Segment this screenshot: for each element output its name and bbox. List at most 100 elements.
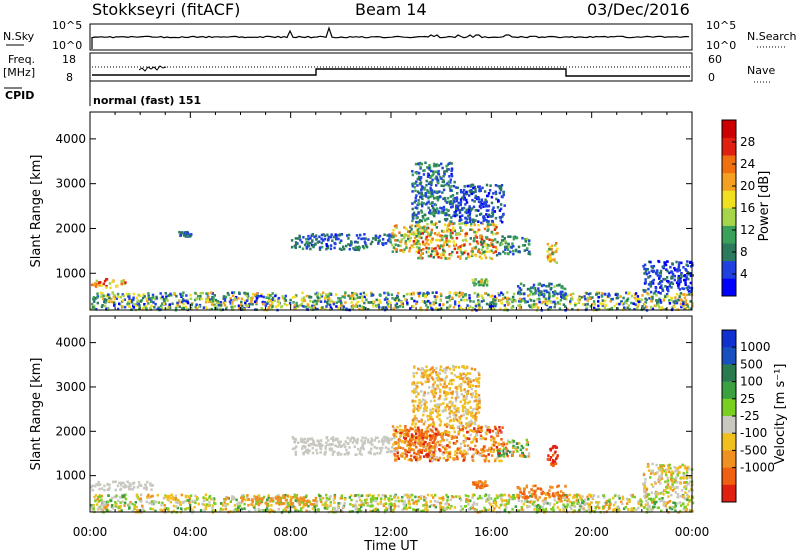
scatter-cell [647,506,650,509]
scatter-cell [433,214,436,218]
scatter-cell [389,301,392,305]
scatter-cell [683,296,687,299]
scatter-cell [125,292,129,296]
scatter-cell [435,250,438,253]
scatter-cell [341,444,344,448]
scatter-cell [174,496,177,500]
scatter-cell [685,269,688,272]
scatter-cell [688,293,691,296]
scatter-cell [335,237,338,241]
scatter-cell [364,436,367,440]
scatter-cell [449,220,452,223]
scatter-cell [418,246,421,250]
scatter-cell [442,211,446,215]
scatter-cell [583,509,586,512]
scatter-cell [350,494,353,497]
scatter-cell [601,299,604,302]
scatter-cell [315,238,318,241]
scatter-cell [442,243,446,247]
scatter-cell [686,288,690,291]
scatter-cell [546,256,550,259]
scatter-cell [94,285,98,288]
scatter-cell [97,480,100,484]
scatter-cell [452,199,456,203]
scatter-cell [219,301,223,304]
scatter-cell [590,501,593,504]
scatter-cell [489,295,492,298]
scatter-cell [425,503,428,507]
scatter-cell [426,291,429,295]
scatter-cell [411,170,414,173]
scatter-cell [452,427,455,430]
scatter-cell [555,249,558,253]
scatter-cell [417,409,420,412]
scatter-cell [307,234,310,238]
scatter-cell [447,180,450,184]
scatter-cell [327,292,330,296]
scatter-cell [666,260,669,263]
scatter-cell [453,506,457,509]
scatter-cell [562,496,565,499]
scatter-cell [455,198,459,201]
scatter-cell [476,450,480,454]
scatter-cell [338,444,342,448]
scatter-cell [662,265,665,268]
scatter-cell [575,495,578,498]
scatter-cell [668,271,671,275]
scatter-cell [415,436,418,440]
scatter-cell [683,278,686,282]
scatter-cell [154,509,157,513]
scatter-cell [643,307,646,310]
scatter-cell [250,300,253,304]
scatter-cell [394,441,398,444]
scatter-cell [478,185,481,188]
scatter-cell [526,247,529,250]
scatter-cell [402,250,405,254]
scatter-cell [486,426,489,429]
scatter-cell [494,302,498,306]
scatter-cell [548,282,551,286]
scatter-cell [473,422,477,426]
scatter-cell [412,443,415,447]
scatter-cell [470,505,473,509]
scatter-cell [483,458,486,462]
scatter-cell [398,438,402,442]
scatter-cell [321,503,324,507]
scatter-cell [438,190,441,193]
scatter-cell [676,502,679,505]
scatter-cell [362,237,365,240]
scatter-cell [512,237,516,241]
scatter-cell [156,493,159,497]
scatter-cell [489,215,493,218]
scatter-cell [475,440,478,443]
scatter-cell [457,448,460,451]
scatter-cell [630,508,633,512]
scatter-cell [401,305,405,308]
scatter-cell [447,184,450,187]
scatter-cell [240,501,243,504]
scatter-cell [139,497,142,500]
scatter-cell [634,292,638,295]
scatter-cell [518,300,521,303]
scatter-cell [477,197,481,201]
scatter-cell [303,243,307,247]
scatter-cell [168,303,171,306]
scatter-cell [282,509,285,512]
scatter-cell [247,503,250,507]
scatter-cell [589,292,592,295]
scatter-cell [495,226,498,229]
scatter-cell [642,264,645,268]
scatter-cell [223,498,226,501]
scatter-cell [433,499,437,503]
scatter-cell [293,244,297,248]
scatter-cell [430,183,433,187]
scatter-cell [498,216,502,219]
scatter-cell [652,269,656,273]
scatter-cell [266,498,269,502]
scatter-cell [578,504,582,508]
scatter-cell [508,297,511,301]
scatter-cell [456,233,459,236]
scatter-cell [150,495,153,498]
scatter-cell [122,279,125,282]
scatter-cell [462,398,465,401]
